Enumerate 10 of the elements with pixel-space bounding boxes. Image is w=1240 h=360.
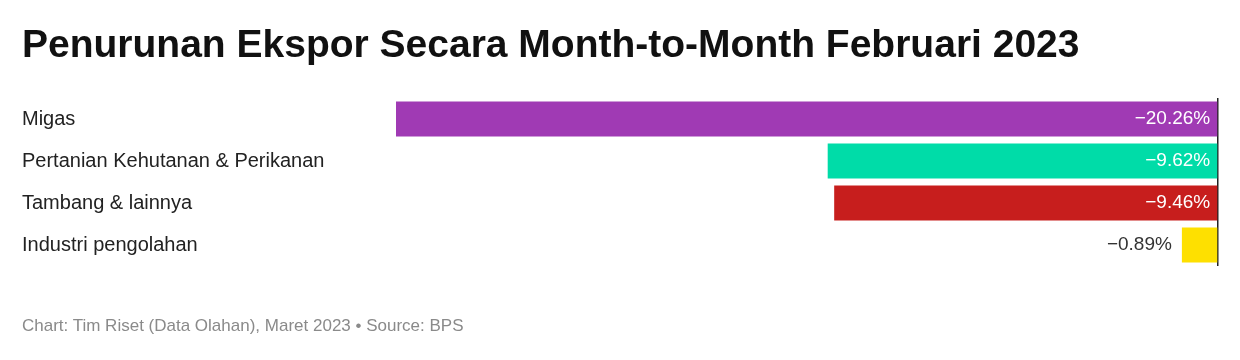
chart-title: Penurunan Ekspor Secara Month-to-Month Februari 2023 bbox=[22, 22, 1080, 66]
data-label: −0.89% bbox=[1106, 233, 1172, 255]
data-label: −9.62% bbox=[1145, 149, 1211, 171]
y-tick-label: Industri pengolahan bbox=[22, 232, 198, 255]
text: Chart: Tim Riset (Data Olahan), Maret 2023 • Source: BPS bbox=[22, 316, 464, 335]
data-label: −20.26% bbox=[1134, 107, 1211, 129]
y-tick-label: Migas bbox=[22, 106, 76, 129]
data-label: −9.46% bbox=[1145, 191, 1211, 213]
y-tick-label: Tambang & lainnya bbox=[22, 190, 193, 213]
y-tick-label: Pertanian Kehutanan & Perikanan bbox=[22, 148, 325, 171]
